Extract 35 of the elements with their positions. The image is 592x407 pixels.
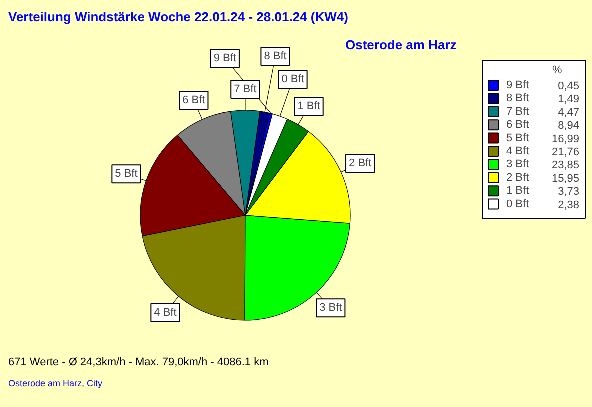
data-label: 15,95 <box>552 172 580 185</box>
text: 671 Werte - Ø 24,3km/h - Max. 79,0km/h - 4086.1 km <box>8 356 269 368</box>
slice-label: 4 Bft <box>154 306 177 319</box>
slice-label: 9 Bft <box>214 52 236 65</box>
data-label: 4,47 <box>558 106 580 119</box>
slice-label: 7 Bft <box>234 84 257 96</box>
chart-subtitle: Osterode am Harz <box>346 38 458 52</box>
data-label: 0,45 <box>558 80 580 92</box>
data-label: 8,94 <box>558 120 580 132</box>
legend-label: 5 Bft <box>506 132 530 144</box>
legend-label: 2 Bft <box>506 172 530 184</box>
slice-label: 3 Bft <box>320 302 342 314</box>
slice-label: 6 Bft <box>182 94 206 107</box>
slice-label: 0 Bft <box>282 74 304 86</box>
data-label: 3,73 <box>558 186 580 198</box>
slice-label: 8 Bft <box>264 50 287 63</box>
chart-title: Verteilung Windstärke Woche 22.01.24 - 28.01.24 (KW4) <box>8 10 348 24</box>
legend-title: % <box>552 64 562 76</box>
data-label: 16,99 <box>552 133 580 146</box>
text: Osterode am Harz, City <box>8 378 104 388</box>
data-label: 21,76 <box>552 146 580 158</box>
legend-label: 4 Bft <box>506 146 530 158</box>
data-label: 23,85 <box>552 160 580 172</box>
legend-label: 3 Bft <box>506 158 530 171</box>
legend-label: 7 Bft <box>506 106 530 118</box>
legend-label: 9 Bft <box>506 80 530 92</box>
data-label: 2,38 <box>558 199 580 212</box>
legend-label: 1 Bft <box>506 185 530 198</box>
slice-label: 2 Bft <box>349 158 372 170</box>
legend-label: 6 Bft <box>506 119 530 132</box>
slice-label: 5 Bft <box>115 168 138 180</box>
slice-label: 1 Bft <box>298 100 320 113</box>
data-label: 1,49 <box>558 94 580 106</box>
legend-label: 8 Bft <box>506 92 530 105</box>
legend-label: 0 Bft <box>506 198 530 210</box>
